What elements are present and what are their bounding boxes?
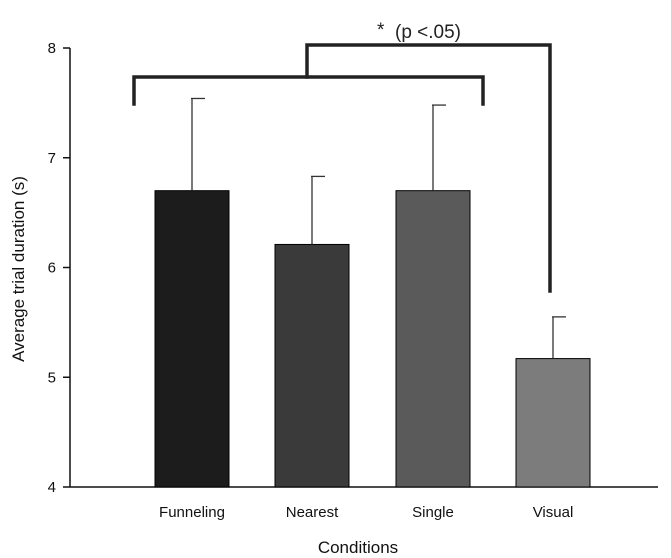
x-tick-label: Single (412, 504, 454, 521)
y-axis-title: Average trial duration (s) (9, 176, 28, 362)
bar-visual (515, 358, 591, 488)
error-bars (191, 97, 566, 359)
sig-star: * (377, 20, 385, 41)
x-axis-title: Conditions (318, 538, 398, 557)
x-tick-label: Visual (533, 504, 574, 521)
bar-funneling (154, 190, 230, 488)
bars (154, 190, 591, 488)
y-tick-label: 7 (48, 150, 56, 167)
bracket-group-b (305, 43, 552, 293)
bracket-group-a (132, 75, 485, 106)
y-tick-label: 4 (48, 479, 56, 496)
x-tick-label: Funneling (159, 504, 225, 521)
x-category-labels: Funneling Nearest Single Visual (159, 504, 573, 521)
significance-bracket (132, 43, 552, 293)
y-tick-label: 5 (48, 369, 56, 386)
x-tick-label: Nearest (286, 504, 339, 521)
bar-nearest (274, 243, 350, 488)
sig-pvalue: (p <.05) (395, 22, 461, 43)
y-ticks: 4 5 6 7 8 (48, 40, 70, 496)
y-tick-label: 8 (48, 40, 56, 57)
bar-single (395, 190, 471, 488)
y-tick-label: 6 (48, 260, 56, 277)
